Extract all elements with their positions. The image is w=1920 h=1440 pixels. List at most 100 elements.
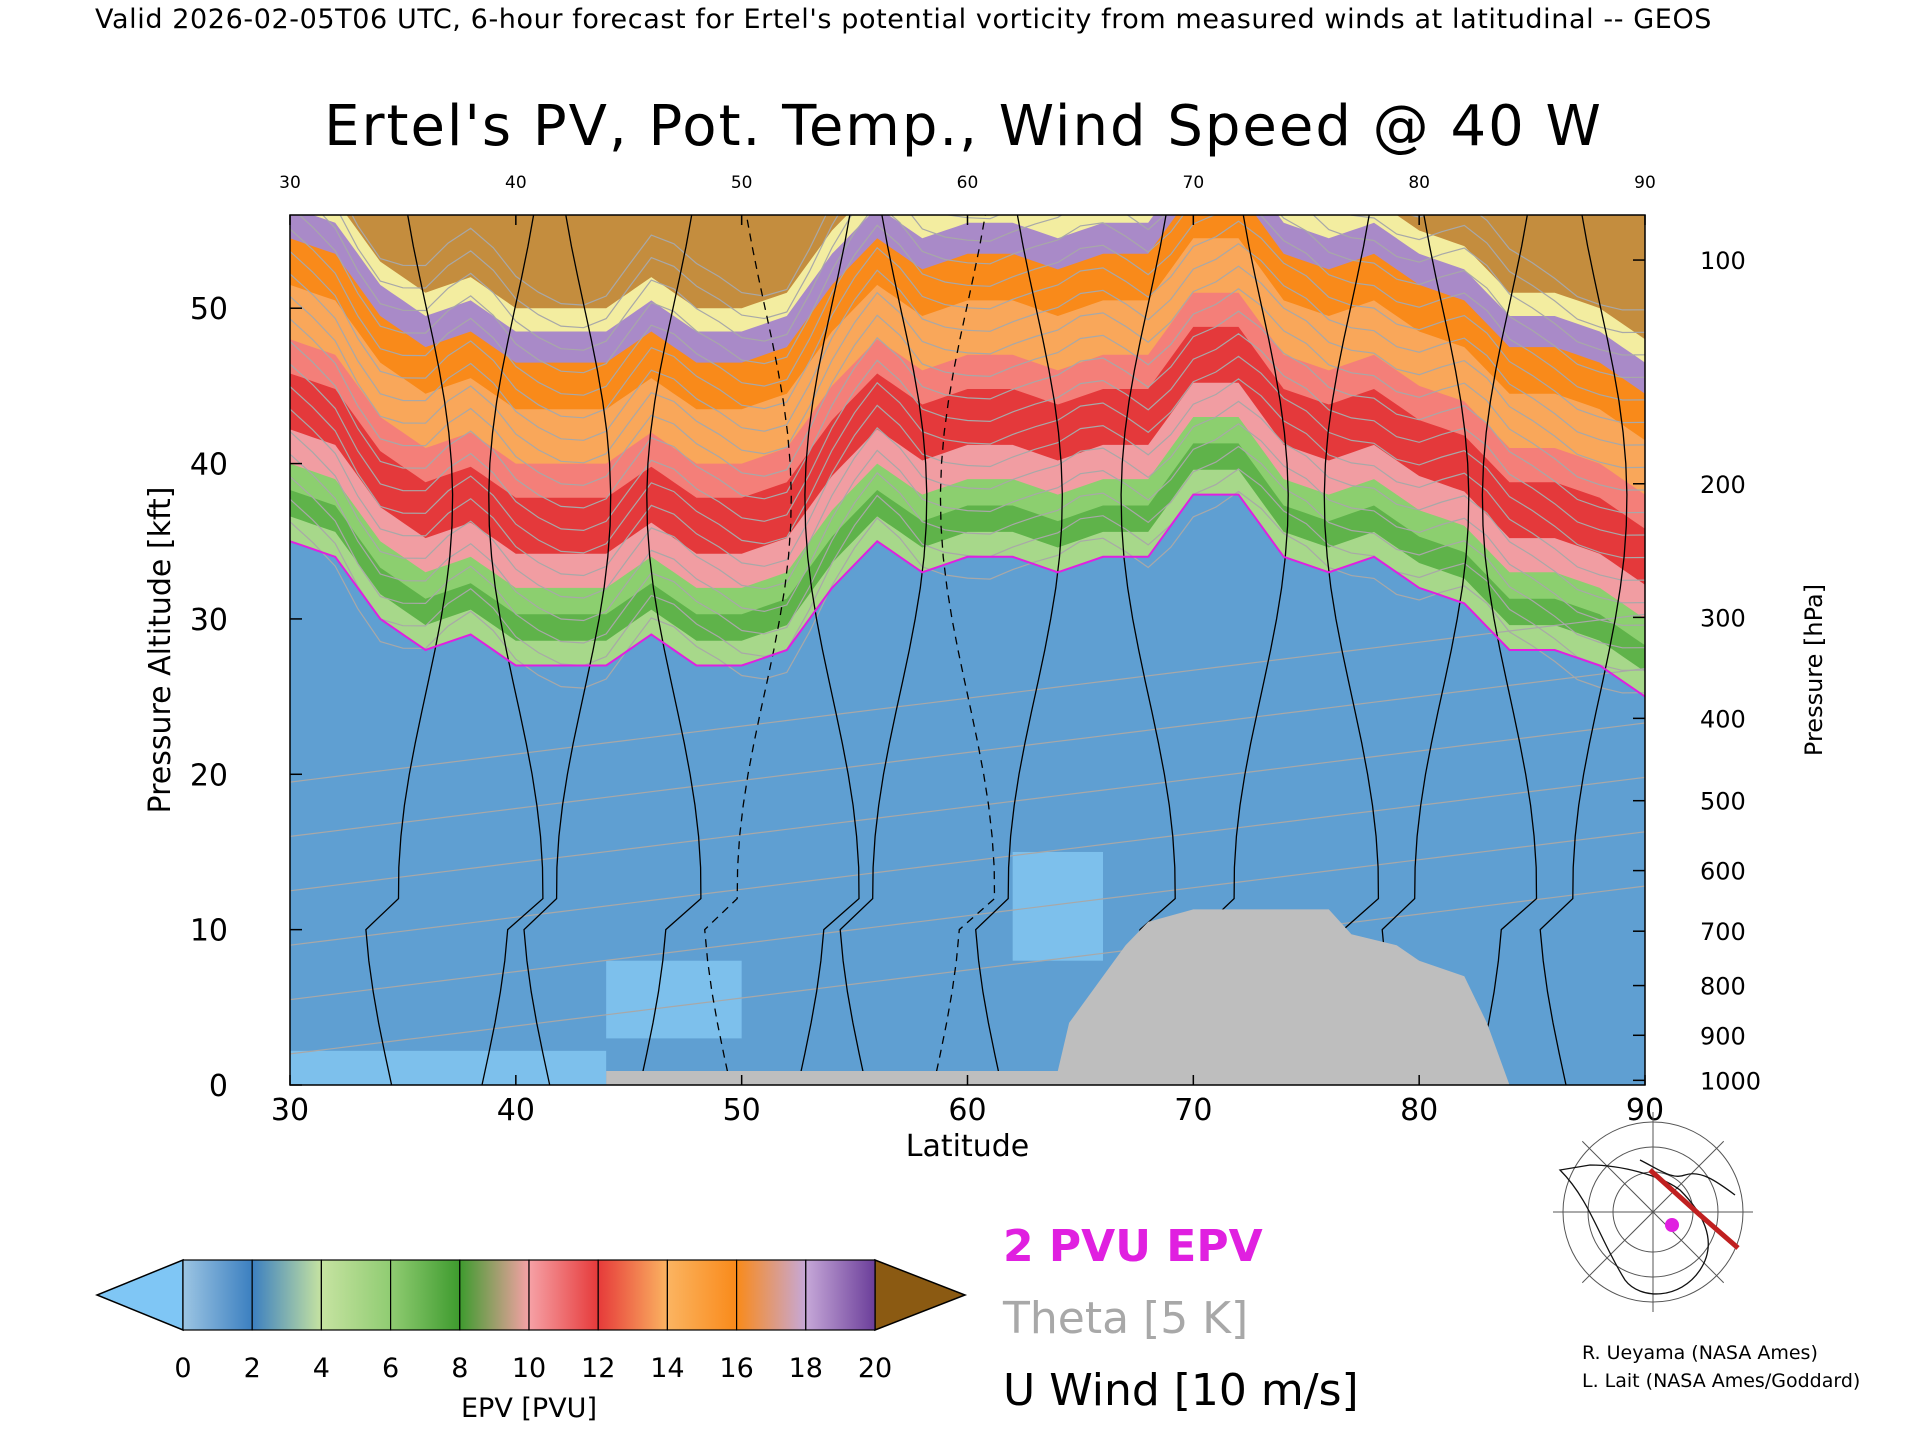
inset-track [1648,1168,1740,1250]
theta-line [321,215,1645,356]
colorbar-tick-label: 20 [858,1353,892,1384]
colorbar-tick-label: 12 [581,1353,615,1384]
terrain-mask [606,909,1510,1085]
low-pv-patch-2 [1012,851,1103,961]
theta-line [290,333,1645,536]
theta-line [290,445,1645,649]
low-pv-patch-0 [290,1050,607,1085]
theta-line [298,215,1645,379]
y-tick-label: 0 [209,1069,228,1104]
pressure-tick-label: 700 [1700,918,1746,946]
pressure-tick-label: 900 [1700,1022,1746,1050]
two-pvu-contour [290,493,1645,698]
x-tick-label-top: 60 [957,173,979,193]
colorbar-segment [390,1259,461,1331]
y-axis-label: Pressure Altitude [kft] [143,487,178,814]
colorbar-under-arrow [95,1258,184,1332]
colorbar-segment [320,1259,392,1331]
legend-theta: Theta [5 K] [1002,1293,1248,1344]
inset-meridian [1652,1140,1725,1213]
x-tick-label-top: 80 [1408,173,1430,193]
pv-band-10 [346,215,1645,340]
colorbar-segment [597,1259,669,1331]
wind-line [839,215,928,1085]
wind-line [481,215,544,1085]
legend-wind: U Wind [10 m/s] [1003,1365,1359,1416]
colorbar-tick-label: 14 [650,1353,684,1384]
x-tick-label-top: 50 [731,173,753,193]
inset-meridian [1581,1211,1654,1284]
pressure-tick-label: 1000 [1700,1067,1761,1095]
wind-line [1474,215,1538,1085]
wind-line [704,215,792,1085]
y-tick-label: 20 [190,758,228,793]
theta-line [290,468,1645,672]
pressure-tick-label: 800 [1700,973,1746,1001]
theta-line [290,400,1645,604]
theta-line [290,423,1645,626]
y2-axis-label: Pressure [hPa] [1800,584,1828,756]
colorbar-tick-label: 16 [719,1353,753,1384]
y-tick-label: 50 [190,292,228,327]
pressure-tick-label: 500 [1700,788,1746,816]
inset-marker [1665,1218,1679,1232]
wind-line [639,215,702,1085]
pressure-tick-label: 600 [1700,858,1746,886]
x-axis-label: Latitude [906,1129,1029,1164]
inset-meridian [1581,1140,1654,1213]
theta-line [290,310,1645,514]
theta-line [290,355,1645,559]
low-pv-patch-1 [606,960,742,1039]
x-tick-label-top: 40 [505,173,527,193]
theta-line [290,490,1645,694]
x-tick-label: 60 [948,1093,986,1128]
wind-line [975,215,1063,1085]
theta-line [290,722,1645,892]
colorbar-segment [735,1259,807,1331]
x-tick-label-top: 90 [1634,173,1656,193]
credit-line-1: R. Ueyama (NASA Ames) [1582,1342,1818,1364]
wind-line [1381,215,1470,1085]
theta-line [290,242,1645,446]
colorbar-segment [459,1259,530,1331]
x-tick-label: 80 [1400,1093,1438,1128]
colorbar-over-arrow [874,1258,968,1332]
colorbar-segment [666,1259,738,1331]
colorbar-tick-label: 6 [382,1353,399,1384]
inset-meridian [1652,1211,1725,1284]
wind-line [932,215,996,1085]
colorbar-tick-label: 8 [451,1353,468,1384]
colorbar-segment [182,1259,253,1331]
colorbar-label: EPV [PVU] [461,1393,597,1424]
inset-coastline-2 [1639,1159,1736,1196]
pressure-tick-label: 100 [1700,247,1746,275]
pressure-tick-label: 200 [1700,471,1746,499]
wind-line [523,215,612,1085]
colorbar-tick-label: 4 [313,1353,330,1384]
theta-line [290,288,1645,491]
wind-line [365,215,454,1085]
x-tick-label-top: 70 [1183,173,1205,193]
wind-line [1539,215,1628,1085]
y-tick-label: 10 [190,914,228,949]
theta-line [290,265,1645,469]
theta-line [290,831,1645,1001]
pressure-tick-label: 400 [1700,705,1746,733]
credit-line-2: L. Lait (NASA Ames/Goddard) [1582,1370,1861,1392]
theta-contours [290,215,1645,1055]
colorbar-segment [805,1259,876,1331]
chart-title: Ertel's PV, Pot. Temp., Wind Speed @ 40 … [324,94,1603,159]
x-tick-label: 70 [1174,1093,1212,1128]
y-tick-label: 40 [190,448,228,483]
theta-line [290,378,1645,581]
pressure-tick-label: 300 [1700,604,1746,632]
colorbar-segment [251,1259,322,1331]
colorbar-tick-label: 18 [789,1353,823,1384]
theta-line [290,776,1645,946]
x-tick-label-top: 30 [279,173,301,193]
y-tick-label: 30 [190,603,228,638]
colorbar-segment [528,1259,599,1331]
theta-line [290,613,1645,783]
